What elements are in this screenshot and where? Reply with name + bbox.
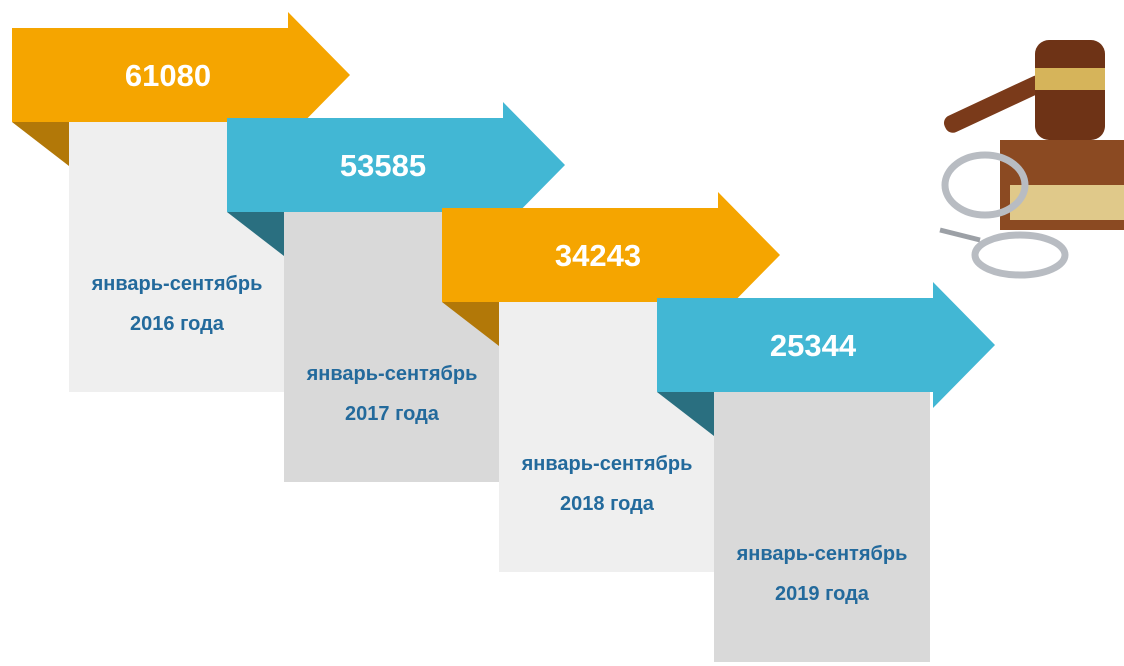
year-label: 2016 года — [130, 313, 225, 335]
arrow-fold — [12, 122, 69, 166]
gavel-band — [1035, 68, 1105, 90]
value: 53585 — [340, 148, 426, 183]
value: 61080 — [125, 58, 211, 93]
year-label: 2018 года — [560, 493, 655, 515]
year-label: 2017 года — [345, 403, 440, 425]
period-label: январь-сентябрь — [736, 543, 908, 565]
period-panel — [714, 392, 930, 662]
value: 25344 — [770, 328, 857, 363]
value: 34243 — [555, 238, 641, 273]
period-label: январь-сентябрь — [91, 273, 263, 295]
infographic: 61080 январь-сентябрь 2016 года 53585 январь… — [0, 0, 1124, 666]
period-label: январь-сентябрь — [521, 453, 693, 475]
year-label: 2019 года — [775, 583, 870, 605]
handcuff-ring — [975, 235, 1065, 275]
period-label: январь-сентябрь — [306, 363, 478, 385]
gavel-illustration — [940, 40, 1124, 275]
handcuff-chain — [940, 230, 980, 240]
gavel-handle — [941, 73, 1048, 136]
